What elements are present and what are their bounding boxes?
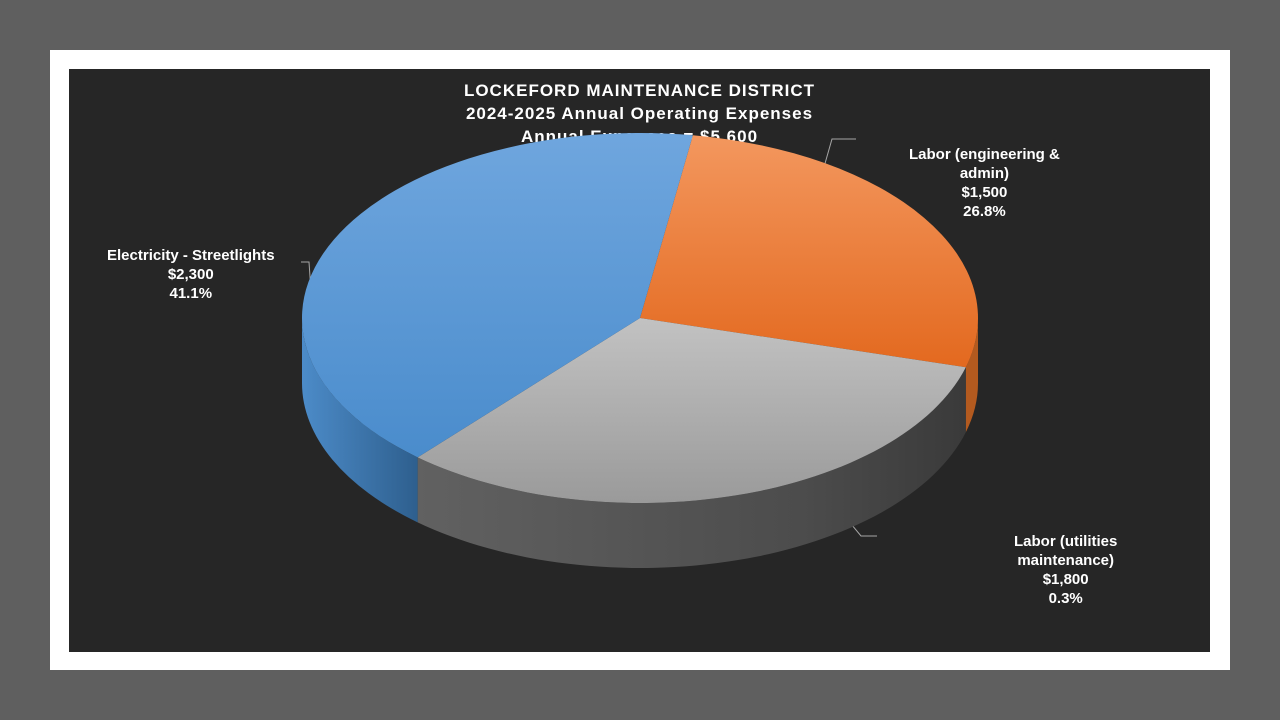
data-label-labor-utilities-maintenance: Labor (utilities maintenance) $1,800 0.3… — [1014, 532, 1117, 608]
chart-area: LOCKEFORD MAINTENANCE DISTRICT 2024-2025… — [69, 69, 1210, 652]
data-label-labor-engineering-admin: Labor (engineering & admin) $1,500 26.8% — [909, 145, 1060, 221]
slice-label-line: Labor (engineering & — [909, 146, 1060, 163]
pie-slice-side-0 — [965, 318, 978, 433]
slice-value: $1,500 — [961, 184, 1008, 201]
slice-percent: 41.1% — [169, 285, 213, 302]
chart-title-line-2: 2024-2025 Annual Operating Expenses — [465, 104, 814, 123]
slice-label-line: Labor (utilities — [1014, 533, 1118, 550]
pie-slice-side-1 — [417, 367, 966, 568]
chart-title-line-1: LOCKEFORD MAINTENANCE DISTRICT — [463, 81, 816, 100]
pie-slice-side-2 — [302, 318, 418, 523]
slice-value: $2,300 — [167, 266, 214, 283]
slide-frame: LOCKEFORD MAINTENANCE DISTRICT 2024-2025… — [50, 50, 1230, 670]
slice-label-line: admin) — [959, 165, 1009, 182]
slice-label-line: Electricity - Streetlights — [107, 247, 275, 264]
slice-percent: 26.8% — [963, 203, 1006, 220]
pie-slice-1 — [417, 318, 966, 503]
pie-slice-2 — [302, 133, 693, 458]
slice-value: $1,800 — [1042, 571, 1089, 588]
pie-slice-0 — [640, 135, 979, 368]
data-label-electricity-streetlights: Electricity - Streetlights $2,300 41.1% — [107, 246, 275, 303]
slice-percent: 0.3% — [1048, 590, 1083, 607]
pie-chart-3d — [301, 133, 979, 568]
slice-label-line: maintenance) — [1017, 552, 1115, 569]
